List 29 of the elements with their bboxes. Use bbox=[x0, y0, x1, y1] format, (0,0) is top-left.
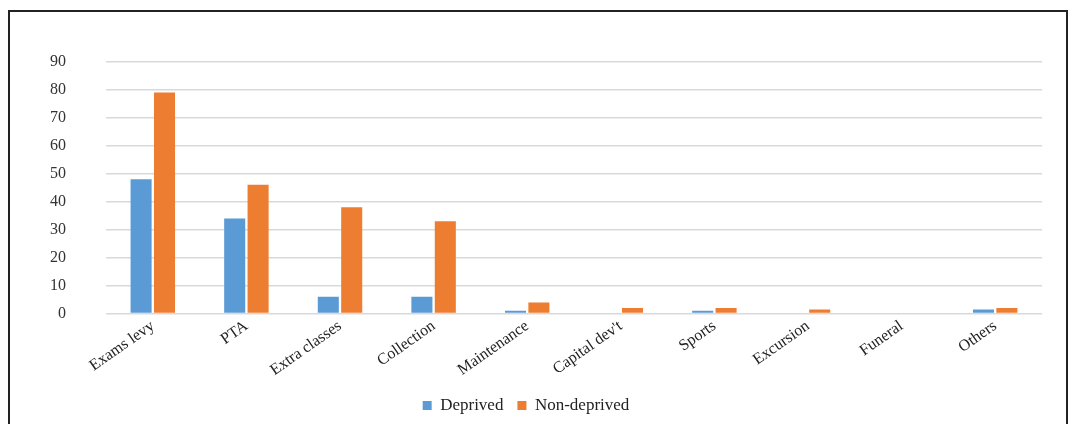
bar bbox=[317, 296, 339, 313]
y-tick-label: 20 bbox=[50, 247, 66, 265]
legend-label: Deprived bbox=[440, 394, 504, 414]
bar bbox=[247, 184, 269, 313]
y-tick-label: 10 bbox=[50, 275, 66, 293]
legend-label: Non-deprived bbox=[534, 394, 630, 414]
y-tick-label: 0 bbox=[58, 303, 66, 321]
y-tick-label: 70 bbox=[50, 107, 66, 125]
y-tick-label: 90 bbox=[50, 51, 66, 69]
bar bbox=[621, 308, 644, 313]
bar bbox=[715, 308, 737, 313]
bar bbox=[528, 302, 550, 313]
y-tick-label: 40 bbox=[50, 191, 66, 209]
bar bbox=[224, 218, 246, 313]
bar bbox=[411, 296, 433, 313]
bar bbox=[434, 221, 456, 313]
bar bbox=[341, 207, 363, 313]
bar bbox=[130, 179, 152, 313]
x-tick-label: PTA bbox=[217, 316, 251, 347]
bar bbox=[504, 310, 527, 313]
bar bbox=[809, 309, 831, 313]
y-tick-label: 50 bbox=[50, 163, 66, 181]
y-tick-label: 80 bbox=[50, 79, 66, 97]
y-tick-label: 60 bbox=[50, 135, 66, 153]
bar bbox=[153, 92, 176, 313]
bar bbox=[692, 310, 714, 313]
y-tick-label: 30 bbox=[50, 219, 66, 237]
bar bbox=[996, 308, 1018, 313]
bar bbox=[972, 309, 995, 313]
